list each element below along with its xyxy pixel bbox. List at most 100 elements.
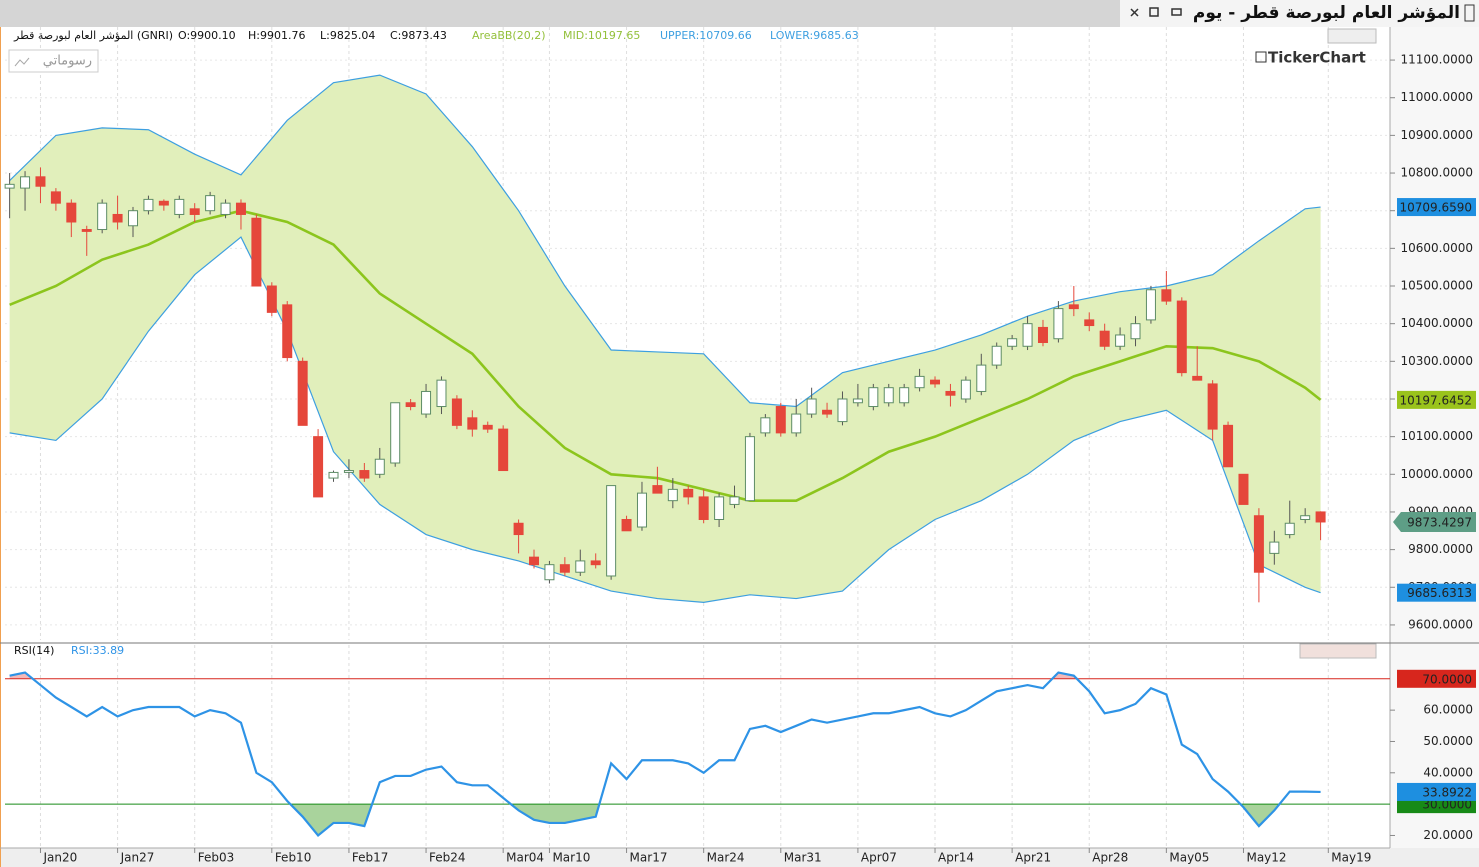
- candle-body: [1037, 326, 1048, 343]
- candle-body: [1053, 308, 1064, 340]
- chart-layer: 9600.00009700.00009800.00009900.00001000…: [4, 27, 1476, 865]
- candle-body: [1300, 515, 1311, 520]
- candle-body: [606, 485, 617, 577]
- candle-body: [1022, 323, 1033, 347]
- candle-body: [235, 202, 246, 215]
- candle-body: [1269, 541, 1280, 554]
- rsi-badge: 33.8922: [1422, 785, 1472, 799]
- candle-body: [4, 183, 15, 189]
- candle-body: [1207, 383, 1218, 430]
- candle-body: [374, 458, 385, 475]
- candle-body: [698, 496, 709, 520]
- candle-body: [914, 375, 925, 389]
- candle-body: [143, 198, 154, 212]
- open-text: O:9900.10: [178, 29, 236, 42]
- candle-body: [482, 424, 493, 430]
- candle-body: [405, 402, 416, 408]
- candle-body: [544, 564, 555, 581]
- candle-body: [1007, 338, 1018, 347]
- x-tick-label: Feb10: [275, 851, 312, 865]
- rsi-badge-bg: [1397, 782, 1476, 801]
- close-button[interactable]: [1130, 8, 1139, 17]
- candle-body: [899, 387, 910, 404]
- candle-body: [991, 345, 1002, 366]
- x-tick-label: Apr21: [1015, 851, 1051, 865]
- candle-body: [343, 470, 354, 473]
- candle-body: [1176, 300, 1187, 374]
- candle-body: [20, 176, 31, 189]
- button-icon: [14, 57, 30, 67]
- candle-body: [390, 402, 401, 464]
- x-tick-label: Mar04: [506, 851, 544, 865]
- candle-body: [174, 198, 185, 215]
- candle-body: [575, 560, 586, 573]
- high-text: H:9901.76: [248, 29, 305, 42]
- candle-body: [930, 379, 941, 385]
- candle-body: [852, 398, 863, 404]
- candle-body: [1223, 424, 1234, 468]
- candle-body: [158, 200, 169, 206]
- x-tick-label: Feb17: [352, 851, 389, 865]
- candle-body: [683, 488, 694, 498]
- mid-band: [9, 209, 1322, 502]
- x-tick-label: Mar24: [707, 851, 745, 865]
- candle-body: [837, 398, 848, 423]
- candle-body: [313, 436, 324, 498]
- candle-body: [498, 428, 509, 472]
- indicator-name: AreaBB(20,2): [472, 29, 545, 42]
- rsi-panel-buttons[interactable]: [1299, 643, 1377, 659]
- candle-body: [1315, 511, 1326, 523]
- drawings-button[interactable]: رسوماتي: [8, 49, 99, 73]
- candle-body: [189, 208, 200, 215]
- lower-text: LOWER:9685.63: [770, 29, 859, 42]
- candle-body: [806, 398, 817, 415]
- rsi-line: [9, 671, 1321, 838]
- panel-buttons[interactable]: [1327, 28, 1377, 44]
- close-badge-bg: [1393, 511, 1476, 532]
- y-tick-label: 10900.0000: [1400, 128, 1473, 142]
- x-axis-background: [0, 848, 1479, 867]
- x-tick-label: Apr07: [861, 851, 897, 865]
- window-controls[interactable]: [1130, 7, 1182, 17]
- candle-body: [945, 390, 956, 396]
- candle-body: [559, 564, 570, 573]
- candle-body: [1238, 473, 1249, 505]
- minimize-button[interactable]: [1171, 8, 1182, 16]
- y-tick-label: 11100.0000: [1400, 53, 1473, 67]
- candle-body: [883, 387, 894, 404]
- restore-button[interactable]: [1149, 7, 1159, 17]
- candle-body: [251, 217, 262, 287]
- candle-body: [35, 176, 46, 187]
- button-label[interactable]: رسوماتي: [43, 54, 92, 69]
- button-frame[interactable]: [8, 49, 99, 73]
- candle-body: [97, 202, 108, 231]
- x-tick-label: Mar31: [784, 851, 822, 865]
- candle-body: [513, 522, 524, 536]
- candle-body: [868, 387, 879, 408]
- candle-body: [714, 496, 725, 520]
- mid-text: MID:10197.65: [563, 29, 640, 42]
- y-tick-label: 20.0000: [1423, 828, 1473, 842]
- x-tick-label: Apr14: [938, 851, 974, 865]
- y-tick-label: 9600.0000: [1408, 617, 1473, 631]
- candle-body: [297, 360, 308, 426]
- candle-body: [667, 488, 678, 502]
- window-icon: [1464, 4, 1475, 22]
- instrument-name: المؤشر العام لبورصة قطر (GNRI): [13, 29, 173, 42]
- y-tick-label: 40.0000: [1423, 765, 1473, 779]
- candle-body: [636, 492, 647, 528]
- y-tick-label: 10400.0000: [1400, 316, 1473, 330]
- upper-badge: 10709.6590: [1399, 201, 1472, 215]
- upper-badge-bg: [1397, 198, 1476, 217]
- candle-body: [729, 496, 740, 505]
- candle-body: [652, 485, 663, 494]
- candle-body: [220, 202, 231, 215]
- candle-body: [66, 202, 77, 223]
- panel-controls[interactable]: [1299, 28, 1377, 659]
- x-tick-label: Feb24: [429, 851, 466, 865]
- level-badge: 70.0000: [1422, 672, 1472, 686]
- candle-body: [1161, 289, 1172, 302]
- candle-body: [359, 470, 370, 479]
- candle-body: [421, 390, 432, 415]
- y-tick-label: 10600.0000: [1400, 241, 1473, 255]
